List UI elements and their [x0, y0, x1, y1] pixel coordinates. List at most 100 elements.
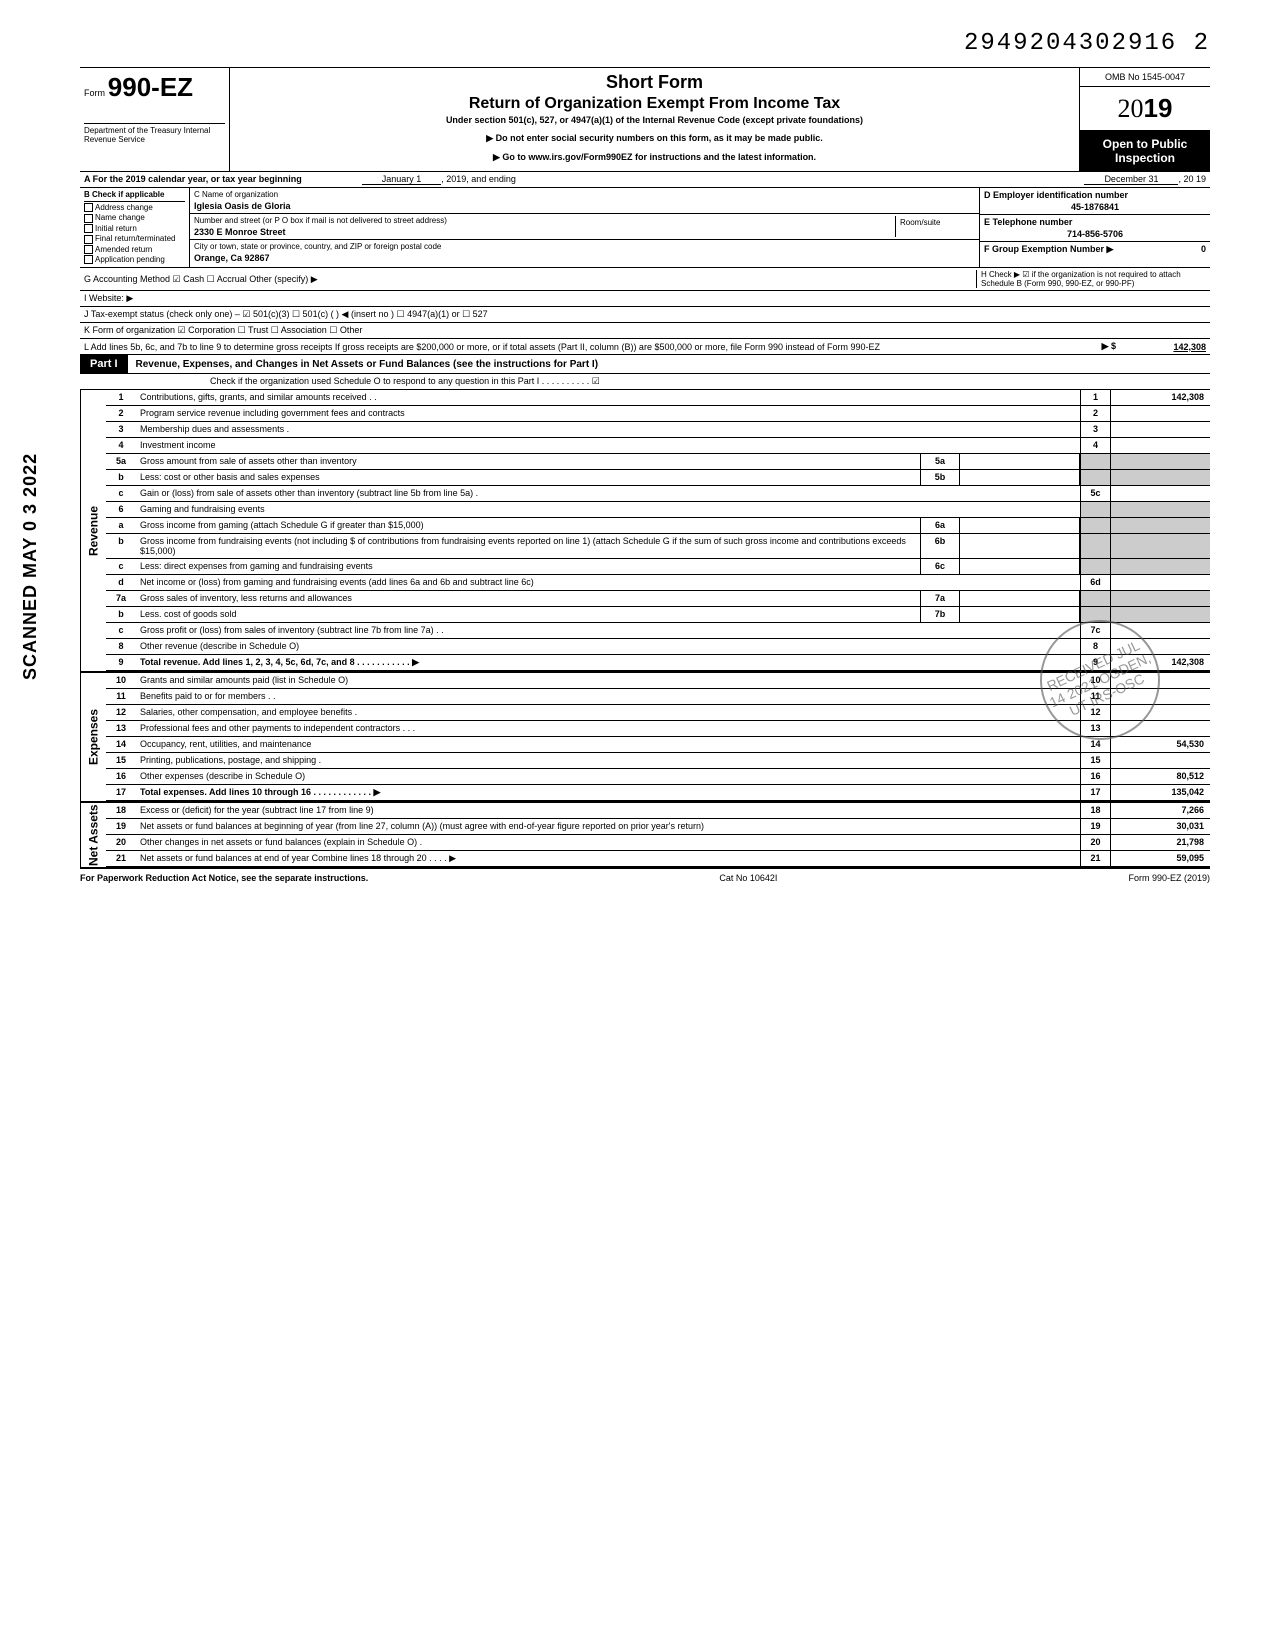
- row-value: [1110, 705, 1210, 720]
- schedule-o-check: Check if the organization used Schedule …: [80, 374, 1210, 390]
- right-line-number: 12: [1080, 705, 1110, 720]
- page-footer: For Paperwork Reduction Act Notice, see …: [80, 869, 1210, 887]
- checkbox-name-change[interactable]: [84, 214, 93, 223]
- table-row: 21Net assets or fund balances at end of …: [106, 851, 1210, 867]
- table-row: 4Investment income4: [106, 438, 1210, 454]
- row-description: Less: direct expenses from gaming and fu…: [136, 559, 920, 574]
- row-description: Other revenue (describe in Schedule O): [136, 639, 1080, 654]
- row-number: 1: [106, 390, 136, 405]
- row-value: 54,530: [1110, 737, 1210, 752]
- row-description: Less. cost of goods sold: [136, 607, 920, 622]
- table-row: 19Net assets or fund balances at beginni…: [106, 819, 1210, 835]
- row-value: [1110, 534, 1210, 558]
- right-line-number: 5c: [1080, 486, 1110, 501]
- row-number: 16: [106, 769, 136, 784]
- row-number: 2: [106, 406, 136, 421]
- room-suite-label: Room/suite: [895, 216, 975, 237]
- part-title: Revenue, Expenses, and Changes in Net As…: [128, 359, 1210, 370]
- mid-value: [960, 559, 1080, 574]
- org-name-label: C Name of organization: [194, 190, 975, 199]
- form-number: 990-EZ: [108, 72, 193, 102]
- part-1-header: Part I Revenue, Expenses, and Changes in…: [80, 355, 1210, 374]
- row-number: 5a: [106, 454, 136, 469]
- row-value: [1110, 607, 1210, 622]
- checkbox-initial-return[interactable]: [84, 224, 93, 233]
- mid-value: [960, 607, 1080, 622]
- row-value: [1110, 591, 1210, 606]
- ein-label: D Employer identification number: [984, 190, 1206, 200]
- footer-left: For Paperwork Reduction Act Notice, see …: [80, 873, 368, 883]
- row-description: Gain or (loss) from sale of assets other…: [136, 486, 1080, 501]
- table-row: 5aGross amount from sale of assets other…: [106, 454, 1210, 470]
- chk-label: Application pending: [95, 255, 165, 264]
- row-value: 80,512: [1110, 769, 1210, 784]
- table-row: 9Total revenue. Add lines 1, 2, 3, 4, 5c…: [106, 655, 1210, 671]
- row-description: Total expenses. Add lines 10 through 16 …: [136, 785, 1080, 800]
- row-value: [1110, 502, 1210, 517]
- row-number: 4: [106, 438, 136, 453]
- right-line-number: [1080, 470, 1110, 485]
- checkbox-pending[interactable]: [84, 255, 93, 264]
- line-g-text: G Accounting Method ☑ Cash ☐ Accrual Oth…: [84, 274, 976, 285]
- chk-label: Amended return: [95, 245, 152, 254]
- col-b-checkboxes: B Check if applicable Address change Nam…: [80, 188, 190, 267]
- row-value: [1110, 422, 1210, 437]
- row-description: Net income or (loss) from gaming and fun…: [136, 575, 1080, 590]
- row-value: [1110, 559, 1210, 574]
- row-description: Benefits paid to or for members . .: [136, 689, 1080, 704]
- row-description: Other changes in net assets or fund bala…: [136, 835, 1080, 850]
- info-grid: B Check if applicable Address change Nam…: [80, 188, 1210, 268]
- line-k: K Form of organization ☑ Corporation ☐ T…: [80, 323, 1210, 339]
- mid-value: [960, 591, 1080, 606]
- row-description: Occupancy, rent, utilities, and maintena…: [136, 737, 1080, 752]
- row-value: [1110, 470, 1210, 485]
- checkbox-final-return[interactable]: [84, 235, 93, 244]
- mid-line-number: 6c: [920, 559, 960, 574]
- checkbox-amended[interactable]: [84, 245, 93, 254]
- table-row: bLess: cost or other basis and sales exp…: [106, 470, 1210, 486]
- right-line-number: 6d: [1080, 575, 1110, 590]
- right-line-number: 15: [1080, 753, 1110, 768]
- row-a-begin: January 1: [362, 174, 442, 185]
- row-value: [1110, 454, 1210, 469]
- row-value: [1110, 623, 1210, 638]
- mid-line-number: 6a: [920, 518, 960, 533]
- row-number: b: [106, 470, 136, 485]
- row-value: [1110, 575, 1210, 590]
- row-number: c: [106, 486, 136, 501]
- omb-number: OMB No 1545-0047: [1080, 68, 1210, 87]
- row-a-calendar-year: A For the 2019 calendar year, or tax yea…: [80, 172, 1210, 188]
- table-row: 16Other expenses (describe in Schedule O…: [106, 769, 1210, 785]
- right-line-number: 14: [1080, 737, 1110, 752]
- group-exemption-label: F Group Exemption Number ▶: [984, 244, 1113, 254]
- table-row: aGross income from gaming (attach Schedu…: [106, 518, 1210, 534]
- row-description: Other expenses (describe in Schedule O): [136, 769, 1080, 784]
- right-line-number: [1080, 502, 1110, 517]
- row-number: 7a: [106, 591, 136, 606]
- row-description: Gross income from gaming (attach Schedul…: [136, 518, 920, 533]
- row-value: [1110, 438, 1210, 453]
- footer-form: Form 990-EZ (2019): [1128, 873, 1210, 883]
- ssn-note: ▶ Do not enter social security numbers o…: [240, 133, 1069, 144]
- table-row: bGross income from fundraising events (n…: [106, 534, 1210, 559]
- row-description: Gross sales of inventory, less returns a…: [136, 591, 920, 606]
- table-row: 12Salaries, other compensation, and empl…: [106, 705, 1210, 721]
- checkbox-address-change[interactable]: [84, 203, 93, 212]
- right-line-number: [1080, 559, 1110, 574]
- row-value: 59,095: [1110, 851, 1210, 866]
- table-row: 3Membership dues and assessments .3: [106, 422, 1210, 438]
- part-badge: Part I: [80, 355, 128, 373]
- row-description: Printing, publications, postage, and shi…: [136, 753, 1080, 768]
- revenue-section: Revenue 1Contributions, gifts, grants, a…: [80, 390, 1210, 673]
- org-city: Orange, Ca 92867: [194, 253, 975, 263]
- row-number: d: [106, 575, 136, 590]
- table-row: 10Grants and similar amounts paid (list …: [106, 673, 1210, 689]
- right-line-number: 7c: [1080, 623, 1110, 638]
- mid-line-number: 5a: [920, 454, 960, 469]
- mid-line-number: 7b: [920, 607, 960, 622]
- document-number: 2949204302916 2: [80, 30, 1210, 57]
- right-line-number: [1080, 534, 1110, 558]
- row-value: 142,308: [1110, 655, 1210, 670]
- row-number: 8: [106, 639, 136, 654]
- table-row: 13Professional fees and other payments t…: [106, 721, 1210, 737]
